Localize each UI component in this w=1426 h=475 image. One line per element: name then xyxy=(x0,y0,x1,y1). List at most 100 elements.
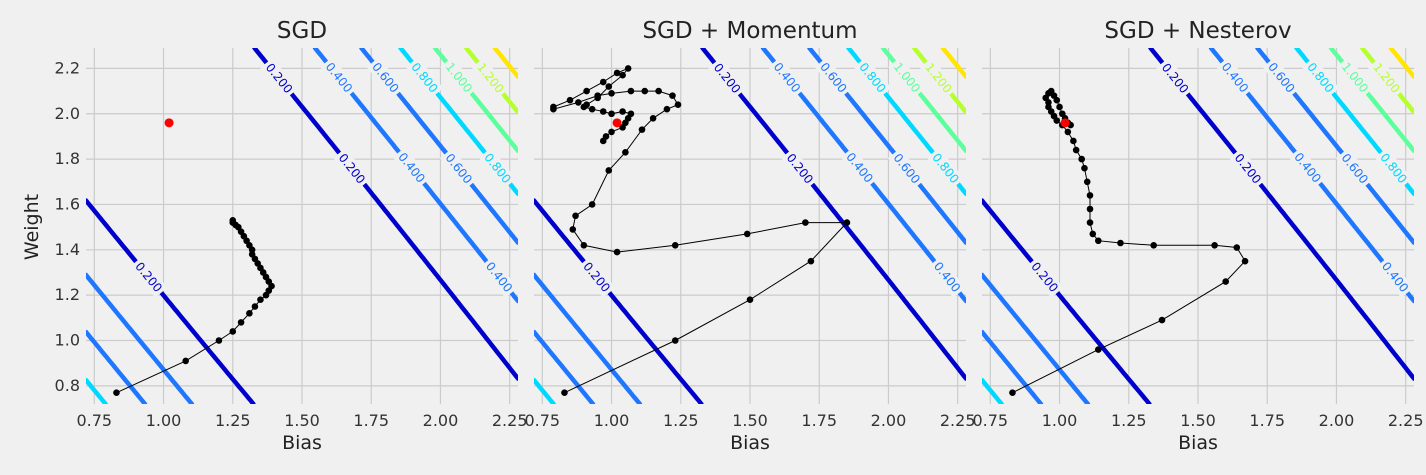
x-tick-label: 0.75 xyxy=(972,411,1008,430)
path-point xyxy=(1045,103,1052,111)
path-point xyxy=(1064,128,1072,136)
path-point xyxy=(113,389,120,396)
path-point xyxy=(619,71,626,79)
contour-line-1.400 xyxy=(940,48,966,79)
x-tick-label: 1.00 xyxy=(146,411,182,430)
minimum-marker xyxy=(1060,118,1070,128)
x-axis-label: Bias xyxy=(282,432,322,454)
path-point xyxy=(257,296,264,303)
x-tick-label: 0.75 xyxy=(524,411,560,430)
path-point xyxy=(1083,178,1091,186)
path-point xyxy=(1241,257,1249,265)
path-point xyxy=(182,357,189,365)
path-point xyxy=(1222,278,1229,285)
path-point xyxy=(743,230,751,238)
path-point xyxy=(588,201,596,208)
path-point xyxy=(624,65,632,72)
path-point xyxy=(1081,164,1088,172)
path-point xyxy=(229,217,237,224)
path-point xyxy=(1086,192,1094,199)
path-point xyxy=(613,248,621,256)
path-point xyxy=(669,92,676,99)
path-point xyxy=(649,114,657,122)
x-axis-label: Bias xyxy=(1178,432,1218,454)
path-point xyxy=(674,101,682,108)
path-point xyxy=(246,309,253,317)
path-point xyxy=(1072,146,1080,154)
y-tick-label: 0.8 xyxy=(55,376,80,395)
path-point xyxy=(1053,96,1061,104)
path-point xyxy=(802,219,809,226)
path-point xyxy=(641,87,649,95)
path-point xyxy=(583,87,590,95)
path-point xyxy=(566,96,574,104)
y-tick-label: 1.4 xyxy=(55,240,80,259)
optimizer-path xyxy=(113,217,275,396)
x-tick-label: 0.75 xyxy=(76,411,112,430)
path-point xyxy=(237,319,245,326)
path-point xyxy=(605,167,613,174)
x-tick-label: 1.75 xyxy=(353,411,389,430)
path-point xyxy=(572,212,579,220)
x-tick-label: 1.00 xyxy=(1042,411,1078,430)
path-point xyxy=(1056,103,1063,111)
panel-title: SGD + Nesterov xyxy=(1104,18,1291,44)
x-axis-label: Bias xyxy=(730,432,770,454)
y-tick-label: 2.2 xyxy=(55,58,80,77)
x-tick-label: 1.25 xyxy=(663,411,699,430)
path-point xyxy=(251,303,259,310)
x-tick-label: 2.00 xyxy=(871,411,907,430)
panel-title: SGD + Momentum xyxy=(642,18,857,44)
path-point xyxy=(594,94,601,102)
y-axis-label: Weight xyxy=(21,194,43,260)
path-point xyxy=(599,78,607,86)
path-point xyxy=(1158,316,1166,324)
path-point xyxy=(580,241,588,249)
x-tick-label: 1.50 xyxy=(284,411,320,430)
x-tick-label: 1.50 xyxy=(732,411,768,430)
x-tick-label: 1.00 xyxy=(594,411,630,430)
path-point xyxy=(550,103,557,111)
optimizer-path xyxy=(550,65,851,396)
y-tick-label: 1.6 xyxy=(55,194,80,213)
panel-title: SGD xyxy=(277,18,327,44)
path-point xyxy=(619,108,626,115)
path-point xyxy=(599,137,607,145)
path-point xyxy=(1089,230,1097,238)
path-point xyxy=(608,90,615,97)
path-point xyxy=(229,328,237,335)
path-point xyxy=(1086,219,1094,226)
x-tick-label: 2.25 xyxy=(940,411,976,430)
path-point xyxy=(638,126,646,133)
path-point xyxy=(613,69,621,77)
x-tick-label: 2.00 xyxy=(1319,411,1355,430)
x-tick-label: 1.50 xyxy=(1180,411,1216,430)
path-point xyxy=(248,251,256,258)
x-tick-label: 2.25 xyxy=(1388,411,1424,430)
path-point xyxy=(1095,346,1102,353)
path-point xyxy=(1150,241,1157,249)
x-tick-label: 1.25 xyxy=(1111,411,1147,430)
path-point xyxy=(627,87,635,95)
path-point xyxy=(215,337,223,344)
path-point xyxy=(663,105,671,113)
minimum-marker xyxy=(164,118,174,128)
x-tick-label: 1.75 xyxy=(1249,411,1285,430)
panel-3: 0.2000.2000.2000.4000.4000.4000.6000.600… xyxy=(972,18,1423,454)
minimum-marker xyxy=(612,118,622,128)
y-tick-label: 1.8 xyxy=(55,149,80,168)
path-point xyxy=(1117,239,1124,247)
contour-line-1.400 xyxy=(1388,48,1414,79)
path-point xyxy=(561,389,568,396)
y-tick-label: 1.0 xyxy=(55,331,80,350)
path-point xyxy=(608,110,615,118)
x-tick-label: 1.75 xyxy=(801,411,837,430)
path-point xyxy=(1070,137,1077,145)
y-tick-label: 1.2 xyxy=(55,285,80,304)
path-point xyxy=(605,83,613,90)
path-point xyxy=(746,296,754,303)
path-point xyxy=(569,226,577,233)
path-point xyxy=(1211,241,1218,249)
path-point xyxy=(608,128,615,136)
path-point xyxy=(671,337,679,344)
